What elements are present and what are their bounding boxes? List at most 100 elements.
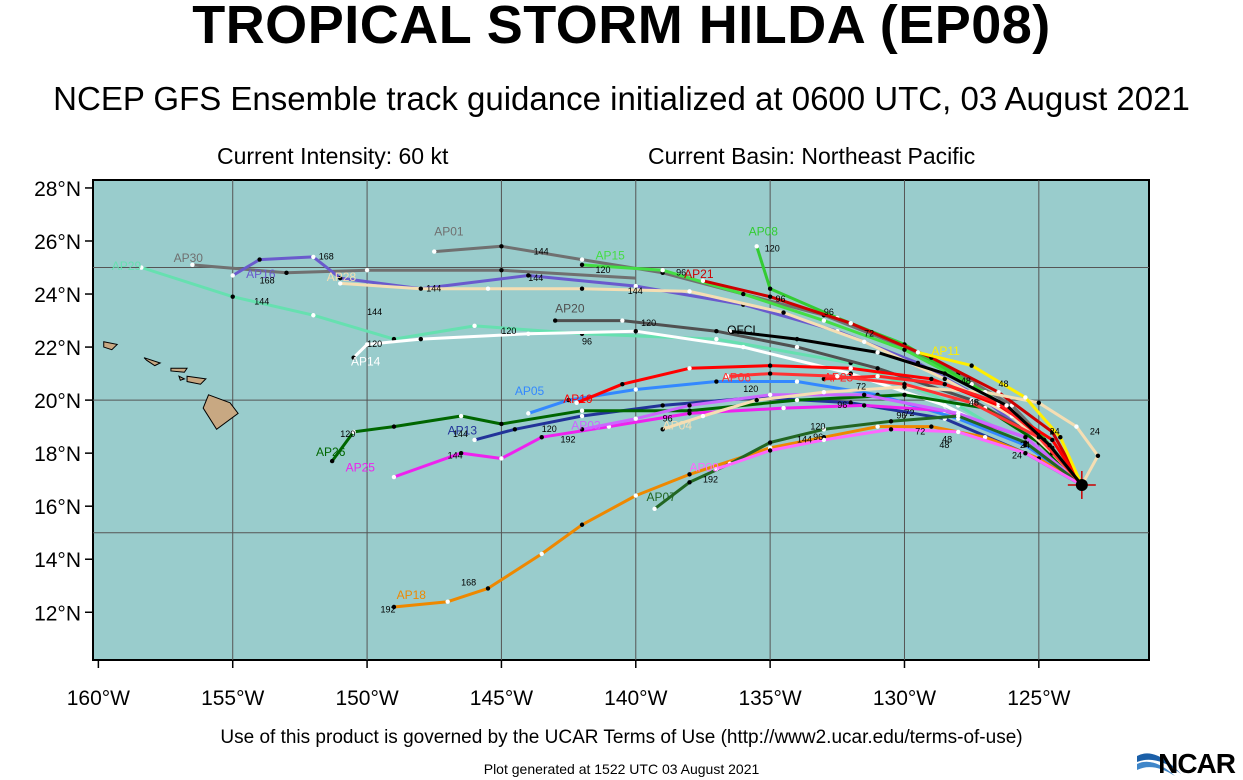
forecast-hour-label: 144 <box>797 435 812 445</box>
track-point-ap26 <box>499 421 504 427</box>
track-point-ap04 <box>700 413 706 419</box>
track-point-ap29 <box>230 294 235 299</box>
forecast-hour-label: 24 <box>1012 450 1022 460</box>
track-point-ap11 <box>915 350 921 355</box>
track-point-ap29 <box>472 323 477 329</box>
track-point-ap21 <box>767 294 773 299</box>
lon-tick-label: 135°W <box>738 687 801 710</box>
forecast-hour-label: 120 <box>765 244 780 254</box>
track-point-ap30 <box>190 262 195 268</box>
track-point-ap03 <box>687 403 692 408</box>
track-point-ap09 <box>1023 450 1028 456</box>
forecast-hour-label: 96 <box>896 411 906 421</box>
track-point-ap21 <box>848 321 853 326</box>
track-point-ap14 <box>848 371 853 376</box>
track-point-ap05 <box>714 379 719 384</box>
track-point-ap28 <box>579 286 585 291</box>
lat-tick-label: 28°N <box>34 178 81 201</box>
track-point-ap20 <box>620 318 625 323</box>
track-point-ap07 <box>652 506 657 512</box>
track-label-ap04: AP04 <box>663 418 693 432</box>
track-point-ap29 <box>714 336 719 342</box>
track-point-ap30 <box>499 267 504 273</box>
forecast-hour-label: 144 <box>367 307 382 317</box>
forecast-hour-label: 48 <box>961 376 971 386</box>
track-point-ap14 <box>942 403 947 408</box>
track-point-ap06 <box>835 374 840 379</box>
track-point-ap10 <box>929 376 934 382</box>
forecast-hour-label: 144 <box>453 429 468 439</box>
forecast-hour-label: 96 <box>676 267 686 277</box>
track-point-ap28 <box>861 339 867 344</box>
track-point-ap18 <box>875 424 880 429</box>
track-point-ap06 <box>902 381 907 387</box>
track-point-ap07 <box>687 480 692 485</box>
track-point-ap06 <box>767 371 773 376</box>
forecast-hour-label: 96 <box>776 294 786 304</box>
forecast-hour-label: 120 <box>340 429 355 439</box>
track-point-ap07 <box>767 440 773 445</box>
track-point-ap06 <box>969 400 974 405</box>
track-point-ap20 <box>794 344 800 350</box>
track-point-ap25 <box>458 450 464 456</box>
track-point-ap25 <box>391 474 397 480</box>
forecast-hour-label: 96 <box>824 307 834 317</box>
track-point-ofcl <box>794 336 800 342</box>
track-point-ap25 <box>499 456 504 461</box>
track-point-ap14 <box>364 342 370 347</box>
track-point-ap03 <box>579 427 585 432</box>
forecast-hour-label: 120 <box>501 326 516 336</box>
forecast-hour-label: 144 <box>254 297 269 307</box>
lon-tick-label: 130°W <box>873 687 936 710</box>
track-line-ap03 <box>581 393 1083 487</box>
forecast-hour-label: 192 <box>703 474 718 484</box>
track-point-ap07 <box>1023 440 1028 445</box>
island-oahu <box>143 357 162 367</box>
lat-tick-label: 22°N <box>34 337 81 360</box>
track-point-ap14 <box>633 328 638 334</box>
track-point-ap10 <box>767 363 773 368</box>
forecast-hour-label: 72 <box>864 328 874 338</box>
lat-tick-label: 14°N <box>34 549 81 572</box>
track-label-ap03: AP03 <box>571 418 601 432</box>
forecast-hour-label: 168 <box>260 275 275 285</box>
track-point-ap23 <box>821 376 827 382</box>
forecast-hour-label: 120 <box>595 265 610 275</box>
track-point-ap09 <box>956 429 961 435</box>
track-point-ofcl <box>727 328 733 334</box>
track-label-ap10: AP10 <box>563 392 593 406</box>
track-point-ap10 <box>1050 437 1055 443</box>
forecast-hour-label: 48 <box>942 435 952 445</box>
terms-of-use-footer: Use of this product is governed by the U… <box>220 727 1023 748</box>
track-point-ap05 <box>526 411 531 416</box>
track-point-ap16 <box>633 283 638 289</box>
track-point-ap23 <box>875 374 880 379</box>
island-molokai <box>170 367 188 373</box>
track-point-ap25 <box>861 403 867 408</box>
forecast-hour-label: 192 <box>381 604 396 614</box>
track-point-ap18 <box>579 522 585 527</box>
track-point-ap14 <box>418 336 424 342</box>
track-point-ap15 <box>579 262 585 268</box>
forecast-hour-label: 48 <box>939 440 949 450</box>
forecast-hour-label: 48 <box>999 379 1009 389</box>
forecast-hour-label: 144 <box>534 246 549 256</box>
track-label-ap30: AP30 <box>174 251 204 265</box>
track-point-ap15 <box>660 267 665 273</box>
track-point-ap14 <box>526 331 531 337</box>
track-point-ap11 <box>1058 435 1063 440</box>
track-label-ap01: AP01 <box>434 225 464 239</box>
track-point-ap30 <box>364 267 370 273</box>
lat-tick-label: 18°N <box>34 443 81 466</box>
track-label-ap21: AP21 <box>684 267 714 281</box>
track-point-ap25 <box>781 405 786 411</box>
forecast-hour-label: 168 <box>461 578 476 588</box>
forecast-hour-label: 96 <box>582 336 592 346</box>
forecast-hour-label: 72 <box>856 382 866 392</box>
forecast-hour-label: 168 <box>319 252 334 262</box>
track-point-ap01 <box>579 257 585 262</box>
track-point-ap05 <box>794 379 800 384</box>
island-hawaii <box>202 394 239 431</box>
track-point-ofcl <box>875 350 880 355</box>
track-point-ap10 <box>687 366 692 371</box>
